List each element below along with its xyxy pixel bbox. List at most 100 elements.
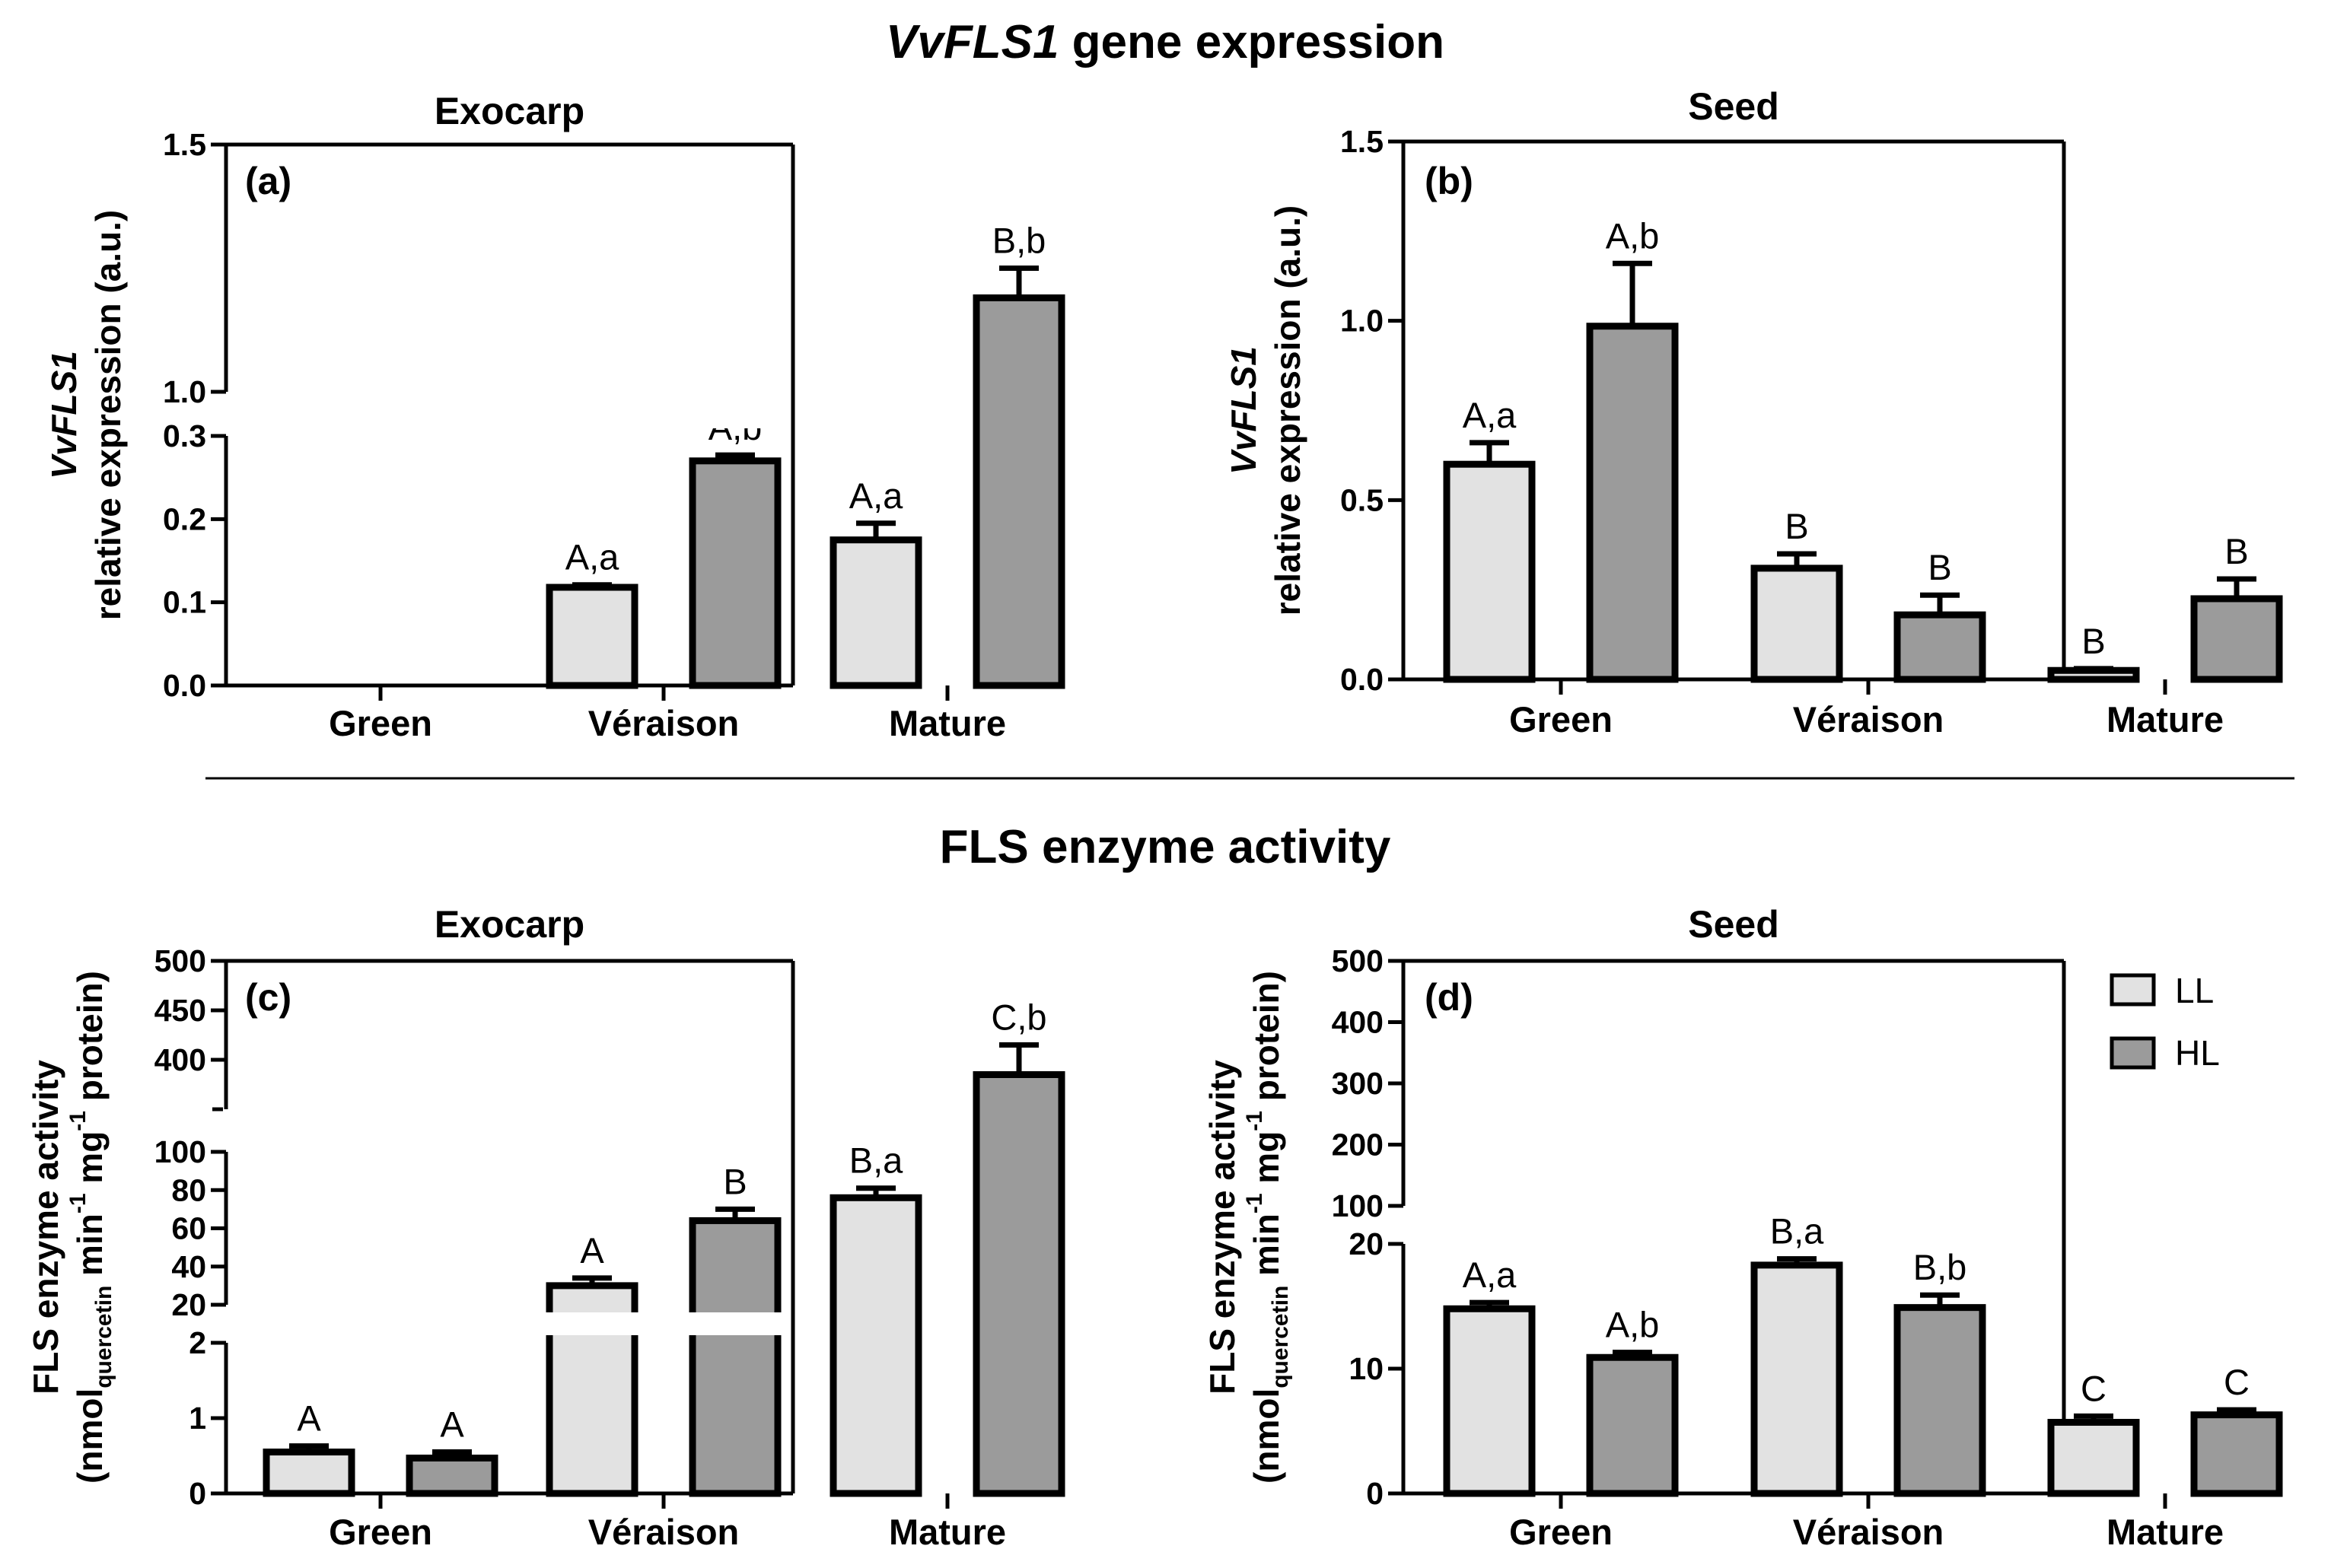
significance-label: A,a	[1463, 395, 1517, 435]
y-axis-title: FLS enzyme activity	[26, 1060, 65, 1395]
legend-label-hl: HL	[2175, 1033, 2220, 1073]
bar-hl	[1893, 611, 1986, 683]
y-tick-label: 1.5	[1340, 124, 1384, 159]
y-tick-label: 100	[154, 1134, 206, 1169]
bar-ll	[263, 1449, 355, 1497]
bar-hl	[973, 294, 1065, 689]
y-tick-label: 500	[1332, 943, 1384, 978]
significance-label: B,a	[849, 1140, 903, 1181]
legend: LL HL	[2110, 971, 2220, 1073]
y-tick-label: 500	[154, 943, 206, 978]
y-tick-label: 20	[1349, 1226, 1384, 1261]
panel-label: (c)	[245, 976, 291, 1019]
significance-label: B	[1785, 506, 1808, 546]
significance-label: B,a	[1770, 1211, 1824, 1252]
significance-label: A,a	[565, 537, 619, 577]
legend-swatch-ll	[2110, 973, 2156, 1007]
significance-label: C,b	[991, 997, 1046, 1038]
y-tick-label: 0	[1366, 1476, 1384, 1511]
y-tick-label: 40	[171, 1249, 206, 1284]
y-tick-label: 1.5	[163, 127, 206, 162]
y-tick-label: 80	[171, 1172, 206, 1207]
panel-label: (b)	[1425, 160, 1473, 202]
axis-break-band	[231, 399, 788, 428]
bar-ll	[2047, 666, 2140, 683]
bar-ll	[1443, 1305, 1536, 1497]
y-tick-label: 0.2	[163, 501, 206, 536]
x-tick-label: Green	[329, 703, 432, 743]
bar-hl	[2190, 1411, 2283, 1497]
significance-label: C	[2224, 1362, 2250, 1402]
bar-ll	[1750, 565, 1843, 683]
panel-a: Exocarp (a) 0.0 0.1 0.2 0.3 1.0 1.5 Green Véraiso…	[44, 90, 1065, 743]
y-tick-label: 0.1	[163, 585, 206, 620]
x-tick-label: Véraison	[588, 1512, 740, 1552]
significance-label: A	[580, 1230, 604, 1271]
y-tick-label: 0.0	[1340, 662, 1384, 697]
x-tick-label: Green	[329, 1512, 432, 1552]
legend-swatch-hl	[2110, 1036, 2156, 1070]
y-tick-label: 0.0	[163, 668, 206, 703]
panel-title: Seed	[1688, 903, 1779, 946]
y-tick-label: 10	[1349, 1351, 1384, 1386]
x-tick-label: Véraison	[588, 703, 740, 743]
y-tick-label: 20	[171, 1287, 206, 1322]
panel-title: Seed	[1688, 85, 1779, 128]
bar-ll	[830, 536, 922, 689]
legend-label-ll: LL	[2175, 971, 2214, 1010]
panel-label: (d)	[1425, 976, 1473, 1019]
bar-hl	[689, 1217, 782, 1497]
significance-label: A,a	[1463, 1255, 1517, 1295]
bar-hl	[689, 457, 782, 689]
bar-ll	[2047, 1419, 2140, 1497]
significance-label: A	[440, 1404, 464, 1445]
significance-label: A	[297, 1398, 321, 1439]
y-tick-label: 450	[154, 993, 206, 1028]
significance-label: B	[2081, 621, 2105, 661]
enzyme-activity-title: FLS enzyme activity	[940, 821, 1391, 873]
significance-label: A,b	[1606, 1305, 1660, 1345]
significance-label: A,b	[1606, 215, 1660, 256]
x-tick-label: Green	[1509, 699, 1613, 739]
y-axis-units: (nmolquercetin min-1 mg-1 protein)	[1242, 971, 1293, 1484]
y-tick-label: 300	[1332, 1066, 1384, 1101]
panel-label: (a)	[245, 160, 291, 202]
y-axis-title: VvFLS1 relative expression (a.u.)	[44, 210, 128, 620]
significance-label: B	[1928, 547, 1951, 587]
y-tick-label: 0.3	[163, 418, 206, 453]
y-tick-label: 1.0	[163, 374, 206, 409]
chart-panels: Exocarp (a) 0.0 0.1 0.2 0.3 1.0 1.5 Green Véraiso…	[26, 85, 2283, 1552]
x-tick-label: Mature	[889, 703, 1006, 743]
significance-label: A,a	[849, 475, 903, 516]
bar-hl	[973, 1071, 1065, 1497]
x-tick-label: Mature	[2106, 699, 2224, 739]
bar-hl	[406, 1454, 498, 1497]
y-tick-label: 0.5	[1340, 482, 1384, 517]
x-tick-label: Mature	[889, 1512, 1006, 1552]
y-tick-label: 0	[189, 1476, 206, 1511]
panel-b: Seed (b) 0.0 0.5 1.0 1.5 Green Véraison Mature Vv…	[1224, 85, 2283, 739]
x-tick-label: Mature	[2106, 1512, 2224, 1552]
bar-ll	[1443, 460, 1536, 683]
significance-label: B	[2224, 531, 2248, 571]
gene-expression-title: VvFLS1 gene expression	[886, 16, 1444, 68]
y-tick-label: 200	[1332, 1127, 1384, 1162]
significance-label: C	[2081, 1368, 2106, 1408]
bar-ll	[1750, 1261, 1843, 1497]
panel-title: Exocarp	[435, 903, 584, 946]
axis-break-band	[231, 1117, 788, 1144]
significance-label: B	[723, 1161, 747, 1201]
y-tick-label: 1.0	[1340, 304, 1384, 339]
panel-title: Exocarp	[435, 90, 584, 132]
y-tick-label: 100	[1332, 1188, 1384, 1223]
significance-label: B,b	[992, 221, 1046, 261]
bar-hl	[1586, 1353, 1679, 1497]
bar-hl	[1586, 323, 1679, 683]
bar-ll	[546, 584, 638, 689]
x-tick-label: Green	[1509, 1512, 1613, 1552]
y-tick-label: 400	[1332, 1005, 1384, 1040]
y-axis-title: VvFLS1 relative expression (a.u.)	[1224, 205, 1307, 615]
